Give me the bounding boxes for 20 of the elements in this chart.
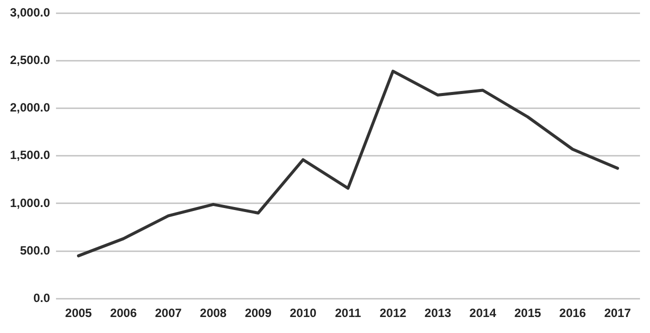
- x-tick-label: 2012: [380, 306, 407, 320]
- y-tick-label: 500.0: [20, 243, 50, 258]
- y-tick-label: 2,500.0: [10, 53, 50, 68]
- x-tick-label: 2011: [334, 306, 362, 320]
- x-tick-label: 2005: [65, 306, 92, 320]
- x-tick-label: 2007: [154, 306, 182, 320]
- y-tick-label: 3,000.0: [10, 6, 50, 20]
- y-tick-label: 2,000.0: [10, 100, 50, 115]
- x-tick-label: 2015: [514, 306, 542, 320]
- x-tick-label: 2014: [469, 306, 496, 320]
- x-tick-label: 2009: [244, 306, 272, 320]
- y-tick-label: 1,000.0: [10, 196, 50, 210]
- x-tick-label: 2013: [424, 306, 452, 320]
- y-tick-label: 1,500.0: [10, 148, 50, 162]
- x-tick-label: 2017: [604, 306, 632, 320]
- x-tick-label: 2008: [200, 306, 227, 320]
- y-tick-label: 0.0: [33, 290, 50, 305]
- x-tick-label: 2010: [290, 306, 317, 320]
- x-tick-label: 2006: [110, 306, 138, 320]
- x-tick-label: 2016: [559, 306, 586, 320]
